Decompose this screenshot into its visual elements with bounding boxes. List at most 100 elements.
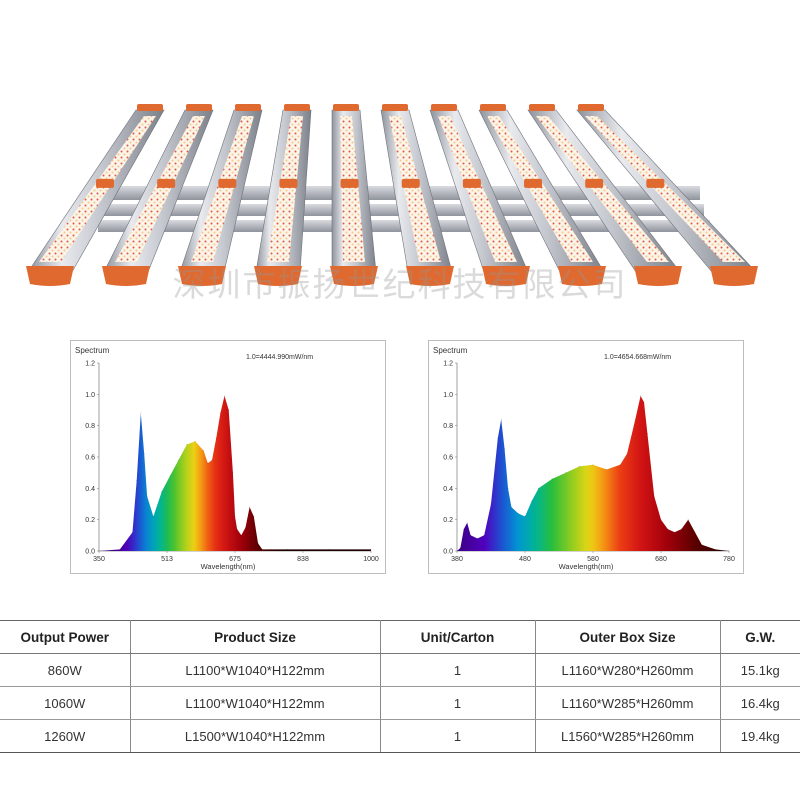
spectrum-point [504, 448, 506, 450]
led-bar [102, 104, 214, 286]
spectrum-point [565, 472, 567, 474]
header-unit-carton: Unit/Carton [380, 620, 536, 654]
spectrum-point [161, 490, 163, 492]
spectrum-point [270, 548, 272, 550]
bar-clip [401, 178, 420, 188]
cell-gross-weight: 16.4kg [720, 686, 800, 720]
spectrum-point [257, 542, 259, 544]
cell-output-power: 860W [0, 653, 131, 687]
bar-clip [462, 178, 481, 188]
bar-end-cap [284, 104, 310, 111]
y-tick-label: 1.0 [85, 392, 95, 399]
spectrum-point [219, 412, 221, 414]
y-tick-label: 0.4 [443, 486, 453, 493]
x-tick-label: 380 [451, 556, 463, 563]
spectrum-point [463, 528, 465, 530]
bar-end-cap [178, 266, 226, 286]
x-tick-label: 1000 [363, 556, 379, 563]
bar-clip [279, 178, 298, 188]
spectrum-point [253, 516, 255, 518]
x-tick-label: 838 [297, 556, 309, 563]
spectrum-point [249, 506, 251, 508]
x-tick-label: 680 [655, 556, 667, 563]
spectrum-point [215, 437, 217, 439]
bar-end-cap [482, 266, 530, 286]
spectrum-point [224, 395, 226, 397]
led-bar [178, 104, 263, 286]
bar-end-cap [558, 266, 606, 286]
bar-end-cap [529, 104, 555, 111]
spectrum-point [694, 531, 696, 533]
x-tick-label: 480 [519, 556, 531, 563]
chart-annotation: 1.0=4444.990mW/nm [246, 354, 313, 361]
spectrum-point [169, 475, 171, 477]
y-tick-label: 0.6 [443, 455, 453, 462]
cell-product-size: L1100*W1040*H122mm [130, 653, 381, 687]
spectrum-point [674, 531, 676, 533]
spectrum-point [714, 548, 716, 550]
bar-end-cap [186, 104, 212, 111]
table-row: 1060W L1100*W1040*H122mm 1 L1160*W285*H2… [0, 686, 800, 720]
chart-title: Spectrum [433, 346, 468, 355]
spectrum-point [483, 534, 485, 536]
spectrum-point [524, 516, 526, 518]
cell-outer-box-size: L1160*W285*H260mm [535, 686, 721, 720]
cell-unit-carton: 1 [380, 719, 536, 753]
bar-end-cap [634, 266, 682, 286]
spectrum-chart-2-plot: Spectrum 1.0=4654.668mW/nm 0.0 0.2 0.4 0.6 0… [433, 346, 735, 571]
bar-end-cap [26, 266, 74, 286]
header-product-size: Product Size [130, 620, 381, 654]
cell-product-size: L1100*W1040*H122mm [130, 686, 381, 720]
spectrum-point [633, 425, 635, 427]
y-tick-label: 1.0 [443, 392, 453, 399]
spectrum-point [646, 433, 648, 434]
spectrum-point [178, 459, 180, 461]
bar-end-cap [137, 104, 163, 111]
spectrum-point [470, 534, 472, 536]
y-tick-label: 0.8 [443, 423, 453, 430]
spectrum-point [194, 440, 196, 442]
cell-output-power: 1260W [0, 719, 131, 753]
spectrum-point [186, 443, 188, 445]
bar-end-cap [578, 104, 604, 111]
spectrum-point [244, 527, 246, 528]
spectrum-point [328, 548, 330, 550]
spectrum-point [626, 453, 628, 455]
spectrum-point [510, 506, 512, 508]
spectrum-point [98, 550, 100, 552]
y-tick-label: 0.4 [85, 486, 95, 493]
spectrum-point [146, 495, 148, 497]
spectrum-point [517, 512, 519, 514]
spectrum-point [261, 548, 263, 550]
spectrum-point [152, 516, 154, 518]
x-tick-label: 780 [723, 556, 735, 563]
bar-end-cap [480, 104, 506, 111]
header-gross-weight: G.W. [720, 620, 800, 654]
spectrum-point [228, 409, 230, 411]
spectrum-point [578, 465, 580, 467]
spectrum-point [507, 487, 509, 489]
spectrum-chart-2: Spectrum 1.0=4654.668mW/nm 0.0 0.2 0.4 0.6 0… [428, 340, 744, 574]
spectrum-point [687, 519, 689, 521]
spectrum-point [701, 544, 703, 546]
led-bar [576, 104, 758, 286]
y-tick-label: 0.2 [443, 517, 453, 524]
spectrum-point [531, 500, 533, 502]
chart-title: Spectrum [75, 346, 110, 355]
spectrum-point [370, 548, 372, 550]
spectrum-area [99, 395, 371, 551]
spectrum-point [286, 548, 288, 550]
spectrum-point [131, 531, 133, 533]
spectrum-point [643, 401, 645, 403]
spectrum-point [211, 459, 213, 461]
led-bar [527, 104, 682, 286]
bar-end-cap [235, 104, 261, 111]
chart-annotation: 1.0=4654.668mW/nm [604, 354, 671, 361]
table-row: 1260W L1500*W1040*H122mm 1 L1560*W285*H2… [0, 719, 800, 753]
spectrum-point [476, 537, 478, 539]
spectrum-point [236, 528, 238, 530]
cell-outer-box-size: L1560*W285*H260mm [535, 719, 721, 753]
spectrum-point [592, 464, 594, 466]
cell-product-size: L1500*W1040*H122mm [130, 719, 381, 753]
bar-clip [646, 178, 665, 188]
